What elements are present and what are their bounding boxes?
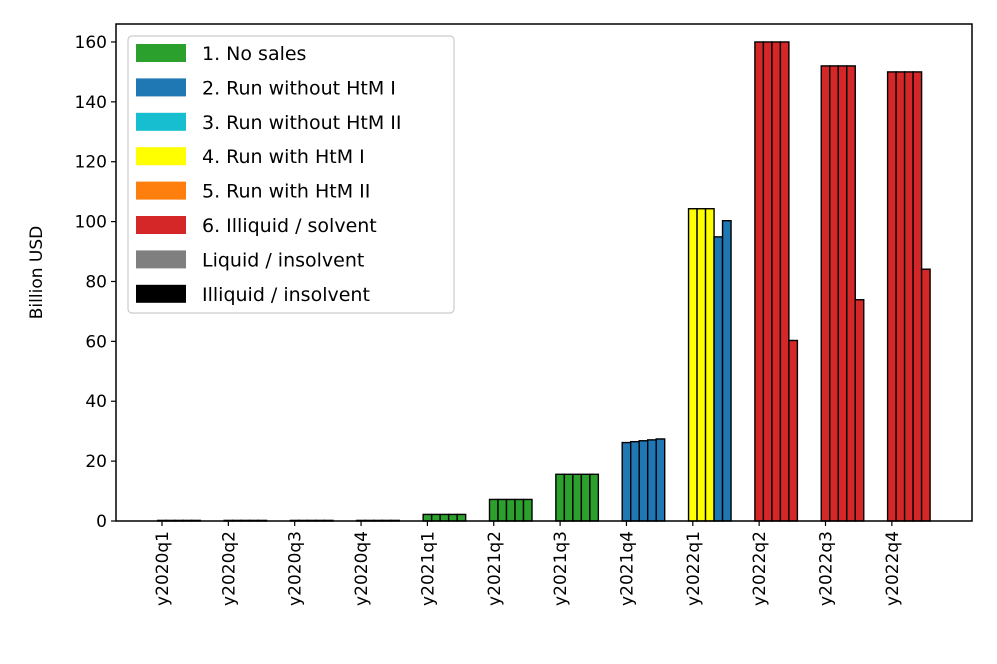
bar-y2022q1-1 [687,208,698,522]
bar-y2022q2-2 [762,41,773,522]
x-axis-ticks: y2020q1 y2020q2 y2020q3 y2020q4 y2021q1 y2021… [153,521,903,606]
bar-y2021q3-1 [555,473,566,522]
bar-y2021q1-3 [439,513,450,522]
bar-y2021q1-1 [422,513,433,522]
bar-y2022q4-5 [920,268,931,522]
legend-frame [127,35,455,314]
bar-y2022q4-2 [895,71,906,522]
legend-label: 2. Run without HtM I [202,77,396,99]
x-tick-label: y2022q2 [750,531,770,606]
bar-y2021q2-4 [514,498,525,522]
bar-y2022q2-3 [771,41,782,522]
bar-y2021q3-5 [589,473,600,522]
legend-label: 6. Illiquid / solvent [202,215,377,237]
legend-swatch [136,284,186,303]
x-tick-label: y2021q1 [418,531,438,606]
x-tick-label: y2020q2 [219,531,239,606]
bar-y2021q3-3 [572,473,583,522]
legend-label: 4. Run with HtM I [202,146,365,168]
bar-y2022q1-4 [713,236,724,522]
bar-y2021q1-5 [456,513,467,522]
bar-y2022q2-5 [788,339,799,522]
legend-label: 1. No sales [202,43,306,65]
y-tick-label: 140 [75,93,107,113]
legend-label: 3. Run without HtM II [202,112,401,134]
bar-y2022q4-4 [912,71,923,522]
bar-y2022q3-5 [854,299,865,522]
y-tick-label: 0 [96,512,107,532]
legend-swatch [136,112,186,131]
bar-y2021q2-2 [497,498,508,522]
bar-y2021q1-2 [430,513,441,522]
y-axis-label: Billion USD [27,226,47,319]
bar-y2022q1-2 [696,208,707,522]
y-tick-label: 100 [75,213,107,233]
legend: 1. No sales 2. Run without HtM I 3. Run wi… [127,35,455,314]
bar-y2021q2-1 [488,498,499,522]
legend-swatch [136,78,186,97]
bar-y2021q3-4 [580,473,591,522]
legend-swatch [136,216,186,234]
legend-swatch [136,44,186,62]
legend-label: Illiquid / insolvent [202,284,370,306]
bar-y2021q2-5 [522,498,533,522]
bar-y2022q3-1 [820,65,831,522]
y-tick-label: 160 [75,33,107,53]
bar-y2021q3-2 [563,473,574,522]
legend-swatch [136,250,186,269]
bar-y2022q2-1 [754,41,765,522]
legend-label: Liquid / insolvent [202,249,364,271]
bar-y2021q4-5 [655,438,666,522]
bar-y2021q4-2 [630,440,640,522]
bar-y2021q2-3 [505,498,516,522]
legend-swatch [136,147,186,166]
bar-y2021q4-4 [647,439,657,522]
x-tick-label: y2020q4 [352,531,372,606]
y-tick-label: 60 [85,332,107,352]
legend-items: 1. No sales 2. Run without HtM I 3. Run wi… [136,43,401,306]
bar-y2022q1-5 [721,220,732,522]
bar-y2021q4-3 [638,440,649,522]
y-tick-label: 40 [85,392,107,412]
x-tick-label: y2020q1 [153,531,173,606]
y-tick-label: 20 [85,452,107,472]
plot-frame [115,23,973,522]
legend-swatch [136,181,186,200]
x-tick-label: y2021q2 [485,531,505,606]
bar-y2021q1-4 [447,513,458,522]
x-tick-label: y2022q4 [883,531,903,606]
bar-y2021q4-1 [621,441,632,522]
bar-y2022q3-4 [846,65,856,522]
y-axis-ticks: 0 20 40 60 80 100 120 140 160 [75,33,116,532]
legend-label: 5. Run with HtM II [202,181,370,203]
bar-y2022q4-3 [903,71,914,522]
y-tick-label: 80 [85,272,107,292]
x-tick-label: y2020q3 [286,531,306,606]
bar-y2022q3-2 [829,65,839,522]
x-tick-label: y2022q3 [817,531,837,606]
x-tick-label: y2021q3 [551,531,571,606]
bar-y2022q1-3 [704,208,715,522]
bar-y2022q2-4 [779,41,790,522]
x-tick-label: y2022q1 [684,531,704,606]
bar-y2022q3-3 [837,65,848,522]
y-tick-label: 120 [75,153,107,173]
bar-y2022q4-1 [886,71,897,522]
x-tick-label: y2021q4 [617,531,637,606]
